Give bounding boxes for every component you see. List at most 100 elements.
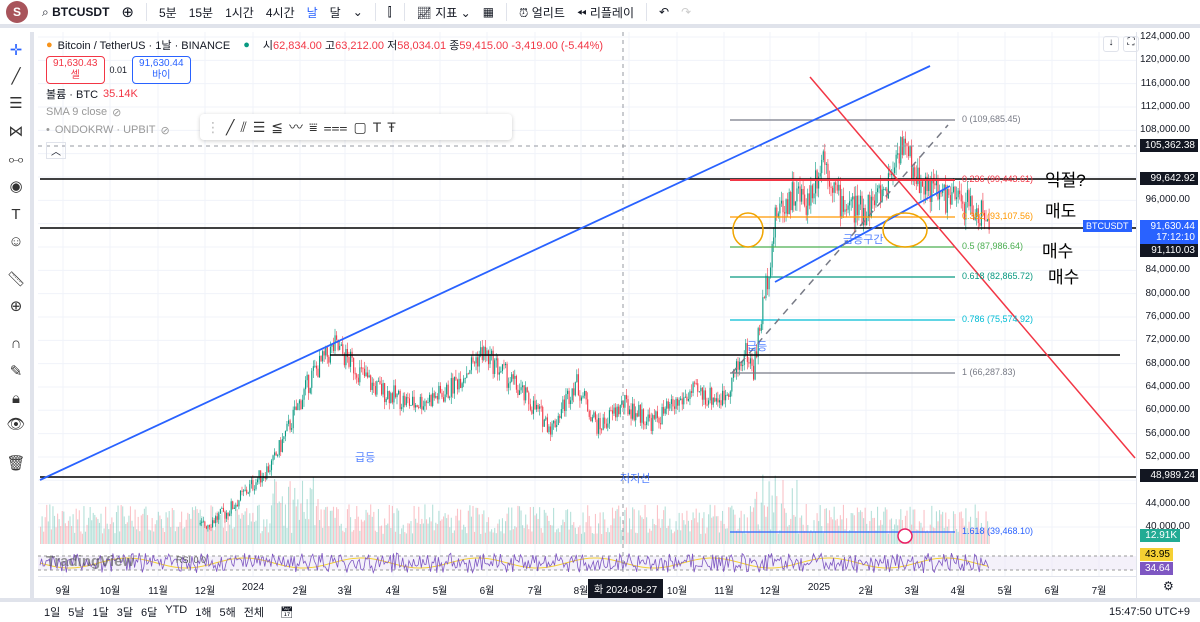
volume-bar[interactable] — [55, 527, 57, 544]
volume-bar[interactable] — [208, 524, 211, 544]
candle-body[interactable] — [945, 184, 947, 213]
compare-label[interactable]: ONDOKRW · UPBIT — [54, 124, 156, 136]
candle-body[interactable] — [467, 373, 469, 375]
volume-bar[interactable] — [508, 507, 510, 544]
volume-bar[interactable] — [963, 525, 965, 544]
candle-body[interactable] — [762, 297, 764, 325]
candle-body[interactable] — [258, 470, 260, 480]
candle-body[interactable] — [925, 176, 927, 195]
volume-bar[interactable] — [173, 510, 175, 544]
candle-body[interactable] — [602, 417, 604, 430]
candle-body[interactable] — [672, 399, 674, 407]
candle-body[interactable] — [887, 173, 889, 199]
volume-bar[interactable] — [864, 507, 866, 544]
candle-body[interactable] — [627, 399, 629, 415]
volume-bar[interactable] — [477, 507, 479, 544]
volume-bar[interactable] — [260, 533, 262, 544]
candle-body[interactable] — [728, 394, 730, 397]
candle-body[interactable] — [306, 374, 308, 381]
candle-body[interactable] — [988, 219, 990, 230]
volume-bar[interactable] — [928, 532, 930, 544]
volume-bar[interactable] — [805, 504, 807, 544]
volume-bar[interactable] — [103, 528, 105, 544]
candle-body[interactable] — [288, 420, 290, 424]
volume-bar[interactable] — [785, 512, 787, 544]
candle-body[interactable] — [801, 188, 803, 202]
volume-bar[interactable] — [988, 528, 990, 544]
text-icon[interactable]: T — [11, 205, 21, 223]
volume-bar[interactable] — [909, 506, 911, 544]
candle-body[interactable] — [346, 348, 348, 358]
candle-body[interactable] — [514, 375, 516, 379]
candle-body[interactable] — [512, 374, 514, 379]
clock-timezone[interactable]: 15:47:50 UTC+9 — [1108, 606, 1190, 618]
candle-body[interactable] — [466, 373, 468, 378]
volume-bar[interactable] — [80, 531, 82, 544]
volume-bar[interactable] — [162, 527, 164, 544]
volume-bar[interactable] — [934, 528, 936, 544]
candle-body[interactable] — [272, 455, 274, 461]
volume-bar[interactable] — [514, 526, 516, 544]
volume-bar[interactable] — [311, 489, 313, 544]
volume-bar[interactable] — [181, 511, 183, 544]
candle-body[interactable] — [305, 380, 307, 390]
candle-body[interactable] — [683, 397, 685, 405]
candle-body[interactable] — [269, 470, 271, 473]
volume-bar[interactable] — [753, 507, 755, 544]
volume-bar[interactable] — [573, 522, 575, 544]
volume-bar[interactable] — [649, 528, 651, 544]
candle-body[interactable] — [926, 176, 928, 191]
candle-body[interactable] — [788, 192, 790, 215]
candle-body[interactable] — [455, 376, 457, 380]
volume-bar[interactable] — [430, 521, 432, 544]
volume-bar[interactable] — [357, 516, 359, 544]
candle-body[interactable] — [903, 138, 905, 155]
volume-bar[interactable] — [852, 513, 854, 544]
candle-body[interactable] — [517, 389, 519, 396]
candle-body[interactable] — [261, 477, 263, 483]
candle-body[interactable] — [889, 173, 891, 176]
candle-body[interactable] — [625, 395, 627, 400]
volume-bar[interactable] — [619, 516, 621, 544]
volume-bar[interactable] — [328, 526, 330, 544]
candle-body[interactable] — [446, 384, 448, 395]
volume-bar[interactable] — [484, 532, 486, 544]
candle-body[interactable] — [365, 372, 367, 377]
volume-bar[interactable] — [546, 515, 548, 544]
volume-bar[interactable] — [224, 509, 226, 544]
candle-body[interactable] — [983, 212, 986, 221]
volume-bar[interactable] — [881, 524, 883, 544]
volume-bar[interactable] — [983, 527, 986, 544]
volume-bar[interactable] — [670, 529, 672, 544]
candle-body[interactable] — [934, 183, 936, 186]
volume-bar[interactable] — [517, 505, 519, 544]
volume-bar[interactable] — [480, 533, 482, 544]
volume-bar[interactable] — [763, 505, 765, 544]
candle-body[interactable] — [588, 410, 590, 417]
volume-bar[interactable] — [354, 519, 356, 544]
candle-body[interactable] — [317, 368, 319, 378]
volume-bar[interactable] — [765, 516, 767, 544]
candle-body[interactable] — [368, 375, 370, 378]
candle-body[interactable] — [881, 189, 883, 202]
hidden-eye-icon[interactable]: ⊘ — [160, 124, 170, 137]
volume-bar[interactable] — [602, 512, 604, 544]
volume-bar[interactable] — [385, 525, 387, 544]
volume-bar[interactable] — [146, 515, 149, 544]
volume-bar[interactable] — [777, 533, 779, 544]
volume-bar[interactable] — [824, 508, 826, 544]
candle-body[interactable] — [842, 196, 844, 212]
volume-bar[interactable] — [222, 527, 224, 544]
candle-body[interactable] — [559, 415, 561, 419]
volume-bar[interactable] — [512, 529, 514, 544]
candle-body[interactable] — [822, 151, 824, 160]
candle-body[interactable] — [565, 394, 567, 411]
sell-button[interactable]: 91,630.43 셀 — [46, 56, 105, 84]
volume-bar[interactable] — [433, 530, 435, 544]
volume-bar[interactable] — [784, 508, 786, 544]
candle-body[interactable] — [543, 419, 545, 427]
candle-body[interactable] — [712, 397, 714, 405]
volume-bar[interactable] — [804, 530, 806, 544]
candle-body[interactable] — [630, 409, 632, 419]
volume-bar[interactable] — [463, 524, 465, 544]
